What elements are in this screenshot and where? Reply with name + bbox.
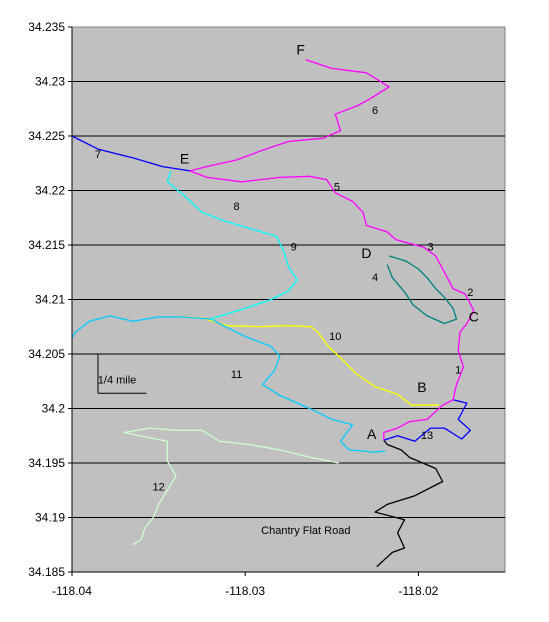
y-tick-label: 34.19 [35,511,65,525]
segment-number-label: 10 [329,331,341,343]
trail-segment-line [386,255,458,325]
trail-segment-line [166,170,298,320]
segment-number-label: 8 [233,201,239,213]
waypoint-label: B [417,379,426,395]
segment-number-label: 11 [231,369,242,381]
segment-number-label: 13 [421,430,433,442]
gridlines [72,81,505,518]
waypoint-label: E [180,150,189,166]
y-tick-label: 34.2 [42,402,66,416]
scale-bar [97,354,147,394]
waypoint-label: A [367,426,377,442]
waypoint-label: F [296,41,305,57]
y-tick-label: 34.185 [28,565,65,579]
segment-number-label: 9 [291,241,297,253]
x-tick-label: -118.03 [225,584,265,598]
trail-series [71,59,475,568]
trail-segment-line [383,399,472,442]
segment-number-label: 4 [372,272,378,284]
trail-segment-line [189,59,475,441]
trail-segment-line [181,316,386,453]
y-tick-label: 34.205 [28,347,65,361]
waypoint-label: D [361,245,371,261]
segment-number-label: 2 [467,287,473,299]
x-tick-label: -118.04 [52,584,92,598]
segment-number-label: 1 [455,365,461,377]
segment-number-label: 7 [95,149,101,161]
y-tick-label: 34.215 [28,238,65,252]
y-tick-label: 34.23 [35,75,65,89]
segment-number-label: 5 [334,182,340,194]
y-tick-label: 34.22 [35,184,65,198]
trail-segment-line [71,135,190,172]
axes: 34.18534.1934.19534.234.20534.2134.21534… [28,20,505,598]
segment-number-label: 3 [427,241,433,253]
annotation-text: 1/4 mile [98,374,137,386]
waypoint-label: C [469,308,479,324]
y-tick-label: 34.225 [28,129,65,143]
x-tick-label: -118.02 [398,584,438,598]
y-tick-label: 34.235 [28,20,65,34]
segment-number-label: 12 [152,481,164,493]
trail-segment-line [181,316,440,406]
segment-number-label: 6 [372,105,378,117]
trail-segment-line [123,427,339,546]
annotation-text: Chantry Flat Road [261,525,350,537]
y-tick-label: 34.195 [28,456,65,470]
trail-segment-line [71,315,182,339]
y-tick-label: 34.21 [35,293,65,307]
trail-segment-line [374,439,444,568]
